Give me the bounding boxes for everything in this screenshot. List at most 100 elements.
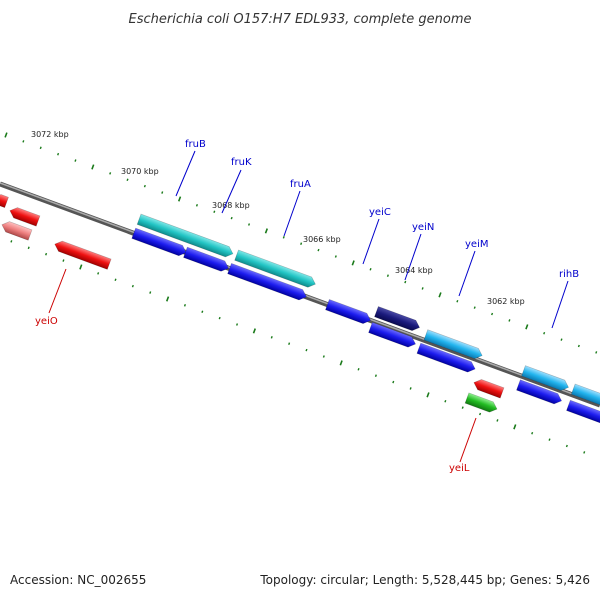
ruler-tick: [426, 392, 430, 398]
gene-arrow: [227, 262, 307, 301]
ruler-tick: [114, 278, 117, 282]
genome-summary-text: Topology: circular; Length: 5,528,445 bp…: [260, 573, 590, 587]
ruler-tick: [10, 240, 13, 243]
ruler-tick: [577, 344, 580, 348]
leader-line: [362, 218, 380, 265]
ruler-tick: [165, 296, 170, 302]
gene-label-yein: yeiN: [412, 222, 434, 233]
ruler-tick: [461, 406, 464, 409]
ruler-tick: [374, 374, 377, 377]
ruler-tick: [404, 280, 407, 284]
ruler-tick: [491, 312, 494, 316]
ruler-tick: [357, 368, 360, 371]
gene-label-frua: fruA: [290, 179, 311, 190]
ruler-tick: [595, 351, 598, 354]
gene-label-fruk: fruK: [231, 157, 252, 168]
gene-arrow: [374, 306, 420, 331]
leader-line: [404, 233, 422, 281]
ruler-tick: [39, 146, 42, 150]
ruler-tick: [91, 164, 95, 170]
ruler-tick: [161, 191, 164, 194]
ruler-tick: [513, 424, 517, 430]
ruler-tick: [4, 132, 8, 138]
gene-label-frub: fruB: [185, 139, 206, 150]
ruler-tick: [62, 259, 65, 262]
ruler-tick: [479, 412, 482, 416]
ruler-tick: [248, 223, 251, 226]
ruler-tick: [560, 338, 563, 341]
ruler-labels: 3072 kbp 3070 kbp 3068 kbp 3066 kbp 3064…: [31, 130, 525, 306]
ruler-tick: [27, 246, 30, 250]
label-leader-lines: [48, 150, 569, 463]
ruler-tick: [409, 387, 412, 390]
leader-line: [283, 190, 301, 237]
gene-label-yeil: yeiL: [449, 463, 470, 474]
ruler-label: 3064 kbp: [395, 266, 433, 275]
ruler-tick: [444, 399, 447, 403]
ruler-tick: [548, 438, 551, 441]
gene-arrow: [423, 329, 483, 360]
ruler-label: 3070 kbp: [121, 167, 159, 176]
ruler-tick: [22, 140, 25, 143]
ruler-tick: [236, 323, 239, 326]
ruler-tick: [322, 355, 325, 358]
ruler-tick: [334, 255, 337, 258]
gene-arrow: [9, 207, 41, 227]
gene-arrow: [464, 392, 498, 413]
ruler-tick: [195, 204, 198, 207]
ruler-tick: [496, 419, 499, 422]
ruler-tick: [126, 178, 129, 182]
gene-label-yeim: yeiM: [465, 239, 488, 250]
gene-arrow: [473, 379, 505, 399]
ruler-tick: [131, 284, 134, 288]
ruler-tick: [392, 380, 395, 384]
ruler-label: 3068 kbp: [212, 201, 250, 210]
gene-arrow: [131, 227, 187, 257]
gene-arrow: [521, 365, 569, 391]
map-title: Escherichia coli O157:H7 EDL933, complet…: [129, 12, 472, 27]
ruler-tick: [183, 304, 186, 307]
ruler-tick: [177, 196, 182, 202]
ruler-tick: [74, 159, 77, 162]
ruler-tick: [339, 360, 343, 366]
accession-text: Accession: NC_002655: [10, 573, 147, 587]
ruler-tick: [300, 242, 303, 245]
ruler-tick: [351, 260, 355, 266]
gene-arrow: [234, 249, 316, 288]
ruler-tick: [508, 319, 511, 322]
ruler-label: 3072 kbp: [31, 130, 69, 139]
gene-arrow: [136, 213, 234, 258]
gene-arrow: [1, 221, 33, 241]
ruler-tick: [201, 310, 204, 314]
ruler-tick: [109, 172, 112, 175]
ruler-tick: [473, 306, 476, 309]
gene-features: [0, 194, 600, 425]
ruler-tick: [97, 272, 100, 275]
ruler-tick: [565, 444, 568, 448]
ruler-tick: [149, 291, 152, 294]
leader-line: [175, 150, 196, 197]
ruler-tick: [438, 292, 442, 298]
ruler-tick: [218, 316, 221, 320]
ruler-tick: [305, 348, 308, 352]
gene-arrow: [183, 246, 229, 272]
ruler-tick: [531, 431, 534, 435]
ruler-tick: [79, 264, 83, 270]
leader-line: [459, 417, 477, 463]
ruler-tick: [143, 184, 146, 188]
gene-label-yeic: yeiC: [369, 207, 391, 218]
ruler-tick: [583, 451, 586, 454]
ruler-tick: [282, 236, 285, 239]
gene-arrow: [54, 240, 112, 270]
gene-arrow: [368, 321, 416, 348]
gene-arrow: [0, 194, 9, 208]
ruler-tick: [57, 152, 60, 156]
ruler-tick: [264, 228, 269, 234]
ruler-label: 3062 kbp: [487, 297, 525, 306]
gene-label-rihb: rihB: [559, 269, 579, 280]
ruler-tick: [456, 299, 459, 303]
gene-arrow: [570, 383, 600, 407]
ruler-tick: [317, 248, 320, 252]
ruler-tick: [543, 331, 546, 335]
gene-label-yeio: yeiO: [35, 316, 58, 327]
